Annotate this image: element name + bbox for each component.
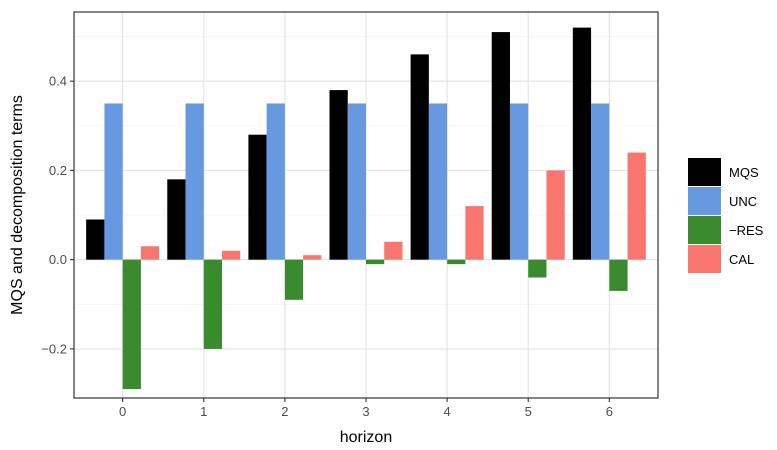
legend-label: −RES (729, 223, 764, 238)
bar-cal (222, 250, 241, 260)
legend: MQS UNC −RES CAL (688, 158, 764, 273)
bars (86, 27, 646, 390)
bar-cal (627, 152, 646, 260)
x-tick-label: 0 (119, 404, 126, 419)
x-tick-label: 6 (606, 404, 613, 419)
bar-unc (428, 103, 448, 260)
x-tick-label: 3 (362, 404, 369, 419)
legend-key-unc (688, 187, 721, 215)
legend-label: CAL (729, 252, 754, 267)
bar-unc (104, 103, 123, 260)
bar-mqs (572, 27, 592, 260)
bar-unc (591, 103, 610, 260)
bar-res (366, 259, 385, 265)
legend-key-mqs (688, 158, 721, 186)
bar-cal (140, 246, 160, 260)
bar-unc (347, 103, 366, 260)
bar-mqs (248, 134, 267, 260)
bar-mqs (86, 219, 105, 260)
bar-res (122, 259, 141, 390)
bar-mqs (491, 32, 510, 260)
legend-key-res (688, 216, 721, 244)
x-tick-label: 5 (525, 404, 532, 419)
bar-cal (303, 255, 322, 260)
bar-mqs (329, 90, 348, 260)
bar-cal (384, 241, 403, 260)
legend-label: UNC (729, 194, 757, 209)
x-tick-label: 4 (443, 404, 450, 419)
bar-res (528, 259, 547, 278)
bar-cal (465, 206, 484, 260)
legend-label: MQS (729, 165, 759, 180)
bar-mqs (410, 54, 429, 260)
x-axis: 0 1 2 3 4 5 6 (119, 398, 613, 419)
y-axis-title: MQS and decomposition terms (9, 95, 26, 315)
bar-cal (546, 170, 565, 260)
bar-res (447, 259, 466, 265)
y-axis: −0.2 0.0 0.2 0.4 (41, 74, 74, 356)
bar-res (284, 259, 304, 300)
bar-unc (266, 103, 285, 260)
x-axis-title: horizon (340, 429, 392, 446)
y-tick-label: −0.2 (41, 341, 67, 356)
x-tick-label: 2 (281, 404, 288, 419)
y-tick-label: 0.2 (49, 163, 67, 178)
bar-res (203, 259, 223, 349)
bar-res (609, 259, 628, 291)
y-tick-label: 0.4 (49, 74, 67, 89)
bar-unc (185, 103, 204, 260)
x-tick-label: 1 (200, 404, 207, 419)
legend-key-cal (688, 245, 721, 273)
bar-mqs (167, 179, 186, 260)
bar-unc (509, 103, 529, 260)
y-tick-label: 0.0 (49, 252, 67, 267)
